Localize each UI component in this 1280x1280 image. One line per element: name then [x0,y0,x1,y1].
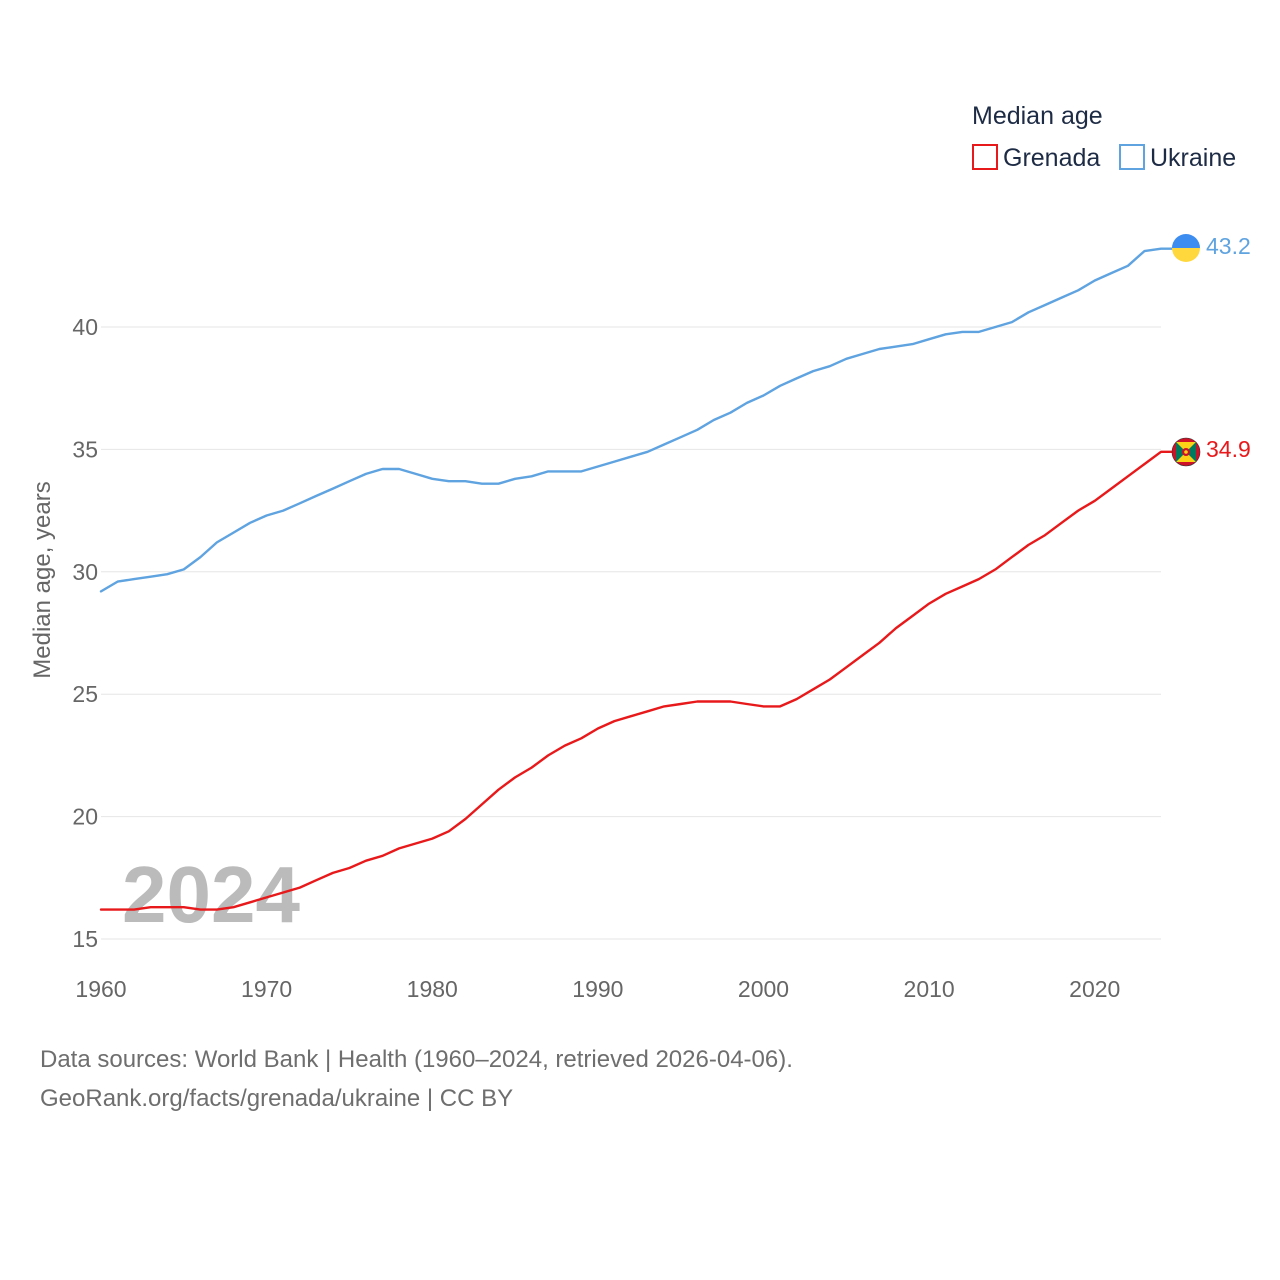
x-tick-label: 1990 [572,976,623,1002]
legend-swatch-ukraine [1119,144,1145,170]
year-watermark: 2024 [122,850,300,939]
y-tick-label: 20 [72,804,98,830]
y-tick-label: 30 [72,559,98,585]
x-tick-label: 2000 [738,976,789,1002]
y-tick-label: 25 [72,681,98,707]
y-tick-label: 40 [72,314,98,340]
series-lines [99,247,1174,911]
series-line-ukraine [99,247,1174,593]
legend-swatch-grenada [972,144,998,170]
legend-item-grenada[interactable]: Grenada [972,144,1100,172]
footer-attribution[interactable]: GeoRank.org/facts/grenada/ukraine | CC B… [40,1085,514,1112]
legend-label-ukraine: Ukraine [1150,144,1236,172]
x-tick-label: 1980 [407,976,458,1002]
ukraine-end-value: 43.2 [1206,233,1251,259]
footer-sources: Data sources: World Bank | Health (1960–… [40,1046,793,1073]
x-tick-label: 1970 [241,976,292,1002]
series-line-grenada [99,450,1174,911]
legend: Median age Grenada Ukraine [972,102,1236,172]
y-tick-label: 15 [72,926,98,952]
gridlines [101,326,1161,940]
y-axis-ticks: 15 20 25 30 35 40 [72,314,98,952]
legend-label-grenada: Grenada [1003,144,1100,172]
x-tick-label: 2020 [1069,976,1120,1002]
y-tick-label: 35 [72,436,98,462]
grenada-end-value: 34.9 [1206,436,1251,462]
x-axis-ticks: 1960 1970 1980 1990 2000 2010 2020 [75,976,1120,1002]
x-tick-label: 1960 [75,976,126,1002]
y-axis-title: Median age, years [29,481,56,678]
legend-title: Median age [972,102,1103,130]
legend-item-ukraine[interactable]: Ukraine [1119,144,1236,172]
ukraine-flag-icon [1172,234,1200,262]
grenada-flag-icon [1171,437,1201,467]
x-tick-label: 2010 [904,976,955,1002]
